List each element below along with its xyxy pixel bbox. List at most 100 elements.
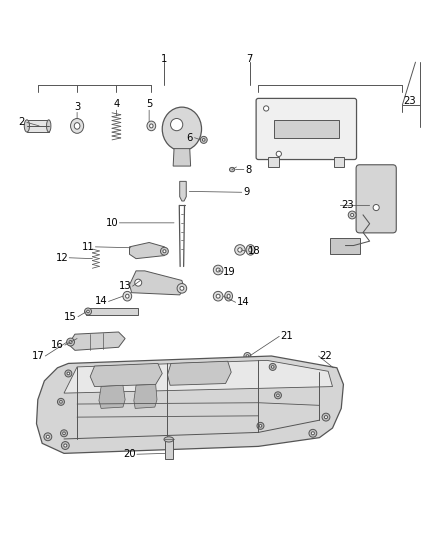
Ellipse shape — [259, 425, 262, 427]
Text: 17: 17 — [32, 351, 44, 361]
Ellipse shape — [276, 151, 282, 157]
Ellipse shape — [246, 245, 255, 255]
Text: 20: 20 — [124, 449, 136, 459]
Ellipse shape — [311, 432, 314, 435]
Text: 14: 14 — [95, 296, 108, 306]
FancyBboxPatch shape — [356, 165, 396, 233]
Text: 14: 14 — [237, 297, 249, 308]
Ellipse shape — [69, 341, 72, 344]
Ellipse shape — [348, 211, 356, 219]
Polygon shape — [130, 271, 184, 295]
Ellipse shape — [162, 107, 201, 151]
Polygon shape — [64, 360, 332, 393]
Ellipse shape — [238, 248, 242, 252]
Text: 23: 23 — [403, 95, 416, 106]
Ellipse shape — [373, 205, 379, 211]
Ellipse shape — [213, 265, 223, 275]
Ellipse shape — [85, 308, 92, 315]
Text: 23: 23 — [341, 200, 354, 211]
Ellipse shape — [160, 247, 168, 255]
Bar — [27, 120, 49, 132]
Ellipse shape — [325, 416, 328, 418]
Ellipse shape — [177, 284, 187, 293]
Ellipse shape — [44, 433, 52, 441]
Text: 1: 1 — [161, 54, 168, 64]
Ellipse shape — [202, 139, 205, 141]
Ellipse shape — [227, 294, 230, 298]
Ellipse shape — [246, 354, 249, 357]
Ellipse shape — [277, 394, 279, 397]
Polygon shape — [99, 385, 125, 408]
Ellipse shape — [46, 435, 49, 438]
Text: 5: 5 — [146, 99, 152, 109]
Text: 4: 4 — [113, 99, 120, 109]
Ellipse shape — [63, 432, 65, 434]
Ellipse shape — [257, 422, 264, 430]
Text: 11: 11 — [82, 242, 95, 252]
Polygon shape — [36, 356, 343, 454]
Polygon shape — [90, 364, 162, 386]
Polygon shape — [134, 384, 157, 408]
Text: 8: 8 — [245, 165, 251, 175]
Text: 12: 12 — [56, 253, 68, 263]
Ellipse shape — [71, 118, 84, 133]
Bar — [268, 157, 279, 167]
Ellipse shape — [67, 372, 70, 375]
Ellipse shape — [65, 370, 72, 377]
Text: 15: 15 — [64, 312, 77, 322]
Text: 22: 22 — [319, 351, 332, 361]
Polygon shape — [180, 181, 186, 201]
Ellipse shape — [60, 400, 62, 403]
Text: 16: 16 — [51, 340, 64, 350]
Ellipse shape — [163, 249, 166, 253]
Text: 19: 19 — [223, 266, 236, 277]
Ellipse shape — [275, 392, 282, 399]
Ellipse shape — [216, 294, 220, 298]
Ellipse shape — [64, 444, 67, 447]
Ellipse shape — [164, 437, 173, 442]
Ellipse shape — [269, 364, 276, 370]
Bar — [165, 439, 173, 459]
Ellipse shape — [57, 398, 64, 405]
Bar — [330, 238, 360, 254]
Ellipse shape — [264, 106, 269, 111]
Ellipse shape — [74, 123, 80, 129]
Ellipse shape — [230, 167, 235, 172]
Ellipse shape — [244, 352, 251, 359]
Text: 9: 9 — [243, 187, 249, 197]
Bar — [86, 309, 138, 314]
Text: 6: 6 — [187, 133, 193, 143]
Ellipse shape — [200, 136, 207, 143]
Polygon shape — [167, 361, 231, 385]
Text: 18: 18 — [247, 246, 260, 256]
Ellipse shape — [309, 430, 317, 437]
Ellipse shape — [67, 338, 74, 346]
Ellipse shape — [24, 120, 29, 132]
Polygon shape — [130, 243, 164, 259]
Ellipse shape — [60, 430, 67, 437]
Ellipse shape — [351, 213, 354, 216]
Text: 7: 7 — [247, 54, 253, 64]
Ellipse shape — [135, 279, 142, 286]
Ellipse shape — [216, 268, 220, 272]
Ellipse shape — [272, 366, 274, 368]
Text: 21: 21 — [280, 332, 293, 341]
Ellipse shape — [147, 121, 155, 131]
Text: 13: 13 — [119, 281, 132, 291]
Ellipse shape — [87, 310, 89, 313]
FancyBboxPatch shape — [256, 99, 357, 159]
Ellipse shape — [123, 292, 132, 301]
Ellipse shape — [213, 292, 223, 301]
Bar — [274, 120, 339, 138]
Ellipse shape — [46, 120, 51, 132]
Polygon shape — [68, 332, 125, 350]
Ellipse shape — [61, 441, 69, 449]
Ellipse shape — [322, 413, 330, 421]
Ellipse shape — [249, 248, 252, 252]
Ellipse shape — [126, 294, 129, 298]
Ellipse shape — [235, 245, 245, 255]
Ellipse shape — [225, 292, 233, 301]
Text: 3: 3 — [74, 101, 80, 111]
Ellipse shape — [180, 286, 184, 290]
Text: 2: 2 — [18, 117, 25, 127]
